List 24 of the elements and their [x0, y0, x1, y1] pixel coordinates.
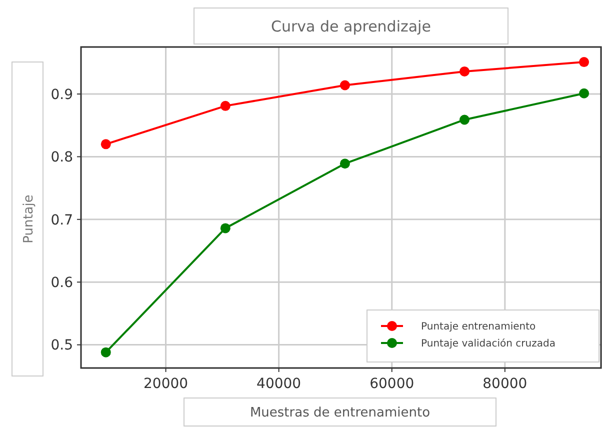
x-tick-label: 60000 — [370, 376, 414, 392]
y-tick-label: 0.8 — [50, 150, 73, 166]
y-tick-label: 0.5 — [50, 338, 73, 354]
y-tick-label: 0.9 — [50, 86, 73, 103]
point — [460, 66, 470, 76]
chart-title: Curva de aprendizaje — [271, 17, 431, 36]
x-tick-label: 80000 — [482, 376, 528, 392]
x-tick-label: 40000 — [256, 376, 302, 392]
x-axis-title: Muestras de entrenamiento — [250, 406, 430, 421]
point — [340, 80, 350, 90]
y-axis-title: Puntaje — [22, 194, 37, 244]
legend-label: Puntaje entrenamiento — [421, 322, 536, 332]
point — [220, 223, 230, 234]
point — [100, 139, 111, 150]
point — [579, 57, 590, 68]
point — [460, 114, 470, 125]
legend-label: Puntaje validación cruzada — [421, 338, 556, 350]
y-tick-label: 0.6 — [50, 275, 74, 292]
point — [220, 100, 230, 111]
y-tick-label: 0.7 — [50, 212, 73, 228]
x-tick-label: 20000 — [144, 376, 188, 392]
point — [579, 88, 590, 98]
point — [340, 158, 350, 169]
point — [100, 347, 111, 358]
